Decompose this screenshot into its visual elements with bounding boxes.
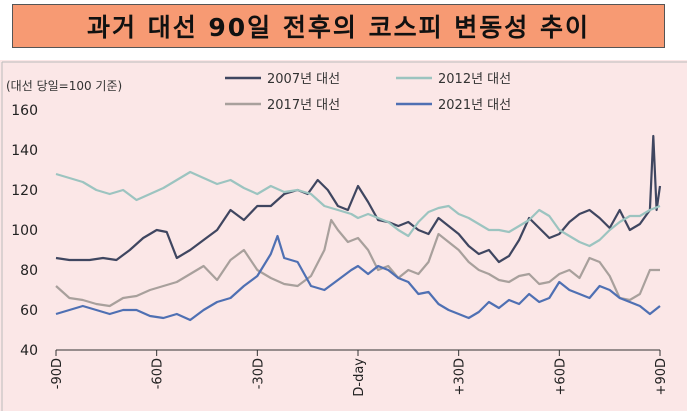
legend-label: 2021년 대선	[438, 98, 511, 113]
chart-title: 과거 대선 90일 전후의 코스피 변동성 추이	[86, 13, 590, 42]
y-tick-label: 60	[20, 303, 38, 319]
x-tick-label: -90D	[50, 358, 65, 389]
x-tick-label: +30D	[453, 358, 468, 395]
x-tick-label: +90D	[654, 358, 669, 395]
legend-label: 2017년 대선	[267, 98, 340, 113]
title-banner: 과거 대선 90일 전후의 코스피 변동성 추이	[12, 4, 665, 48]
chart-panel: (대선 당일=100 기준) 40 60 80 100 120 140 160 -90D -60D…	[0, 60, 687, 411]
series-line-2	[55, 170, 661, 248]
y-tick-label: 120	[11, 183, 38, 199]
legend-label: 2012년 대선	[438, 72, 511, 87]
y-tick-label: 80	[20, 263, 38, 279]
x-tick-label: -60D	[151, 358, 166, 389]
y-tick-label: 40	[20, 343, 38, 359]
line-chart: (대선 당일=100 기준) 40 60 80 100 120 140 160 -90D -60D…	[1, 61, 687, 411]
legend-label: 2007년 대선	[267, 72, 340, 87]
y-tick-label: 160	[11, 103, 38, 119]
x-tick-label: D-day	[352, 358, 367, 397]
x-tick-label: +60D	[553, 358, 568, 395]
series-line-1	[55, 134, 662, 264]
y-tick-label: 140	[11, 143, 38, 159]
series-line-4	[55, 234, 661, 322]
series-line-3	[55, 218, 660, 308]
y-axis-label: (대선 당일=100 기준)	[6, 79, 122, 93]
y-tick-label: 100	[11, 223, 38, 239]
x-tick-label: -30D	[251, 358, 266, 389]
